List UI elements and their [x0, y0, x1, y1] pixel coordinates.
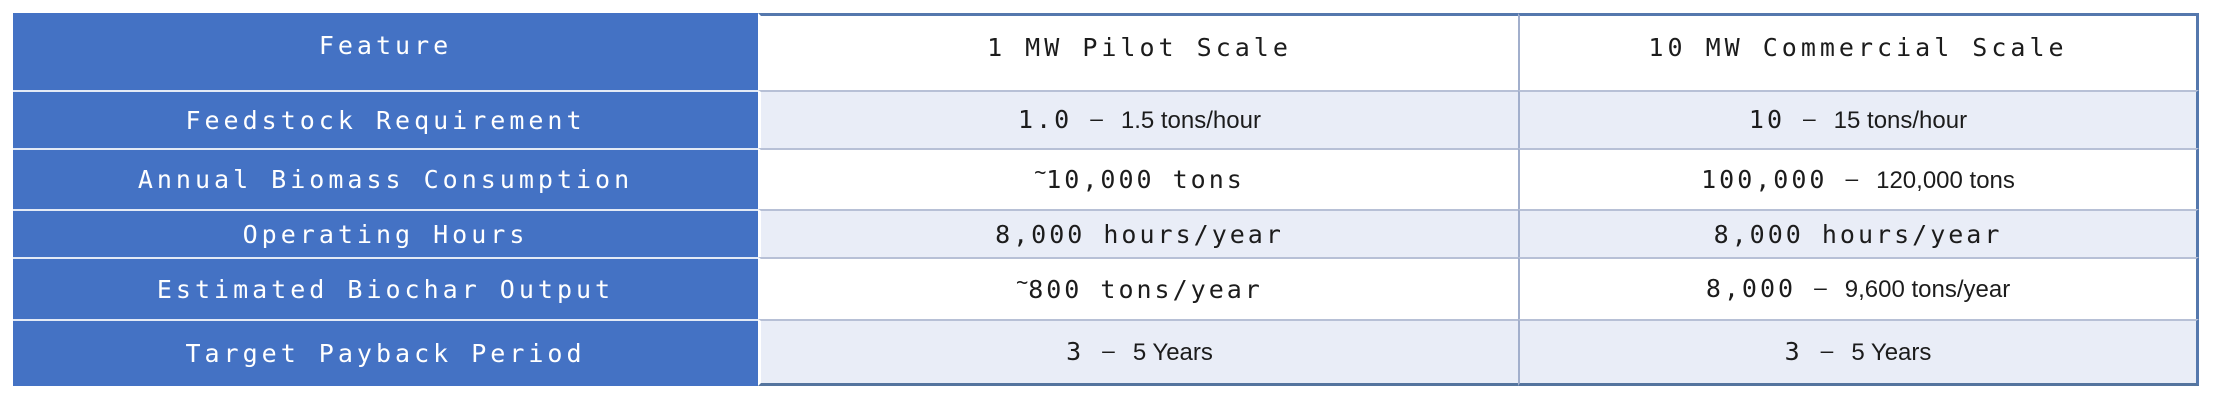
feature-label: Operating Hours [242, 219, 529, 249]
value-cell-pilot-feedstock: 1.0–1.5 tons/hour [758, 90, 1518, 148]
feature-cell-annual-biomass: Annual Biomass Consumption [13, 148, 758, 209]
value-cell-commercial-biochar: 8,000–9,600 tons/year [1518, 257, 2199, 319]
pilot-scale-column-title: 1 MW Pilot Scale [987, 32, 1292, 62]
value-text: 10–15 tons/hour [1748, 105, 1968, 134]
value-text: 1.0–1.5 tons/hour [1018, 105, 1261, 134]
value-cell-pilot-biomass: ~10,000 tons [758, 148, 1518, 209]
value-text: 8,000–9,600 tons/year [1705, 274, 2011, 303]
value-cell-commercial-payback: 3–5 Years [1518, 319, 2199, 386]
value-cell-pilot-payback: 3–5 Years [758, 319, 1518, 386]
value-text: 3–5 Years [1784, 337, 1932, 366]
feature-label: Target Payback Period [185, 339, 586, 368]
value-text: 100,000–120,000 tons [1701, 164, 2015, 194]
value-cell-pilot-biochar: ~800 tons/year [758, 257, 1518, 319]
scale-comparison-table: Feature 1 MW Pilot Scale 10 MW Commercia… [13, 13, 2199, 386]
commercial-scale-column-title: 10 MW Commercial Scale [1648, 32, 2068, 62]
value-cell-commercial-feedstock: 10–15 tons/hour [1518, 90, 2199, 148]
feature-column-title: Feature [318, 31, 453, 60]
feature-label: Estimated Biochar Output [156, 274, 615, 304]
value-text: 8,000 hours/year [995, 219, 1284, 249]
feature-cell-payback-period: Target Payback Period [13, 319, 758, 386]
feature-label: Annual Biomass Consumption [137, 165, 634, 194]
header-cell-feature: Feature [13, 13, 758, 90]
feature-cell-feedstock-requirement: Feedstock Requirement [13, 90, 758, 148]
value-text: ~800 tons/year [1016, 269, 1263, 304]
feature-cell-biochar-output: Estimated Biochar Output [13, 257, 758, 319]
value-cell-pilot-hours: 8,000 hours/year [758, 209, 1518, 257]
value-cell-commercial-biomass: 100,000–120,000 tons [1518, 148, 2199, 209]
header-cell-commercial-scale: 10 MW Commercial Scale [1518, 13, 2199, 90]
value-text: ~10,000 tons [1034, 160, 1245, 194]
feature-label: Feedstock Requirement [185, 105, 586, 135]
header-cell-pilot-scale: 1 MW Pilot Scale [758, 13, 1518, 90]
value-text: 3–5 Years [1066, 337, 1213, 366]
value-cell-commercial-hours: 8,000 hours/year [1518, 209, 2199, 257]
value-text: 8,000 hours/year [1713, 219, 2003, 249]
feature-cell-operating-hours: Operating Hours [13, 209, 758, 257]
